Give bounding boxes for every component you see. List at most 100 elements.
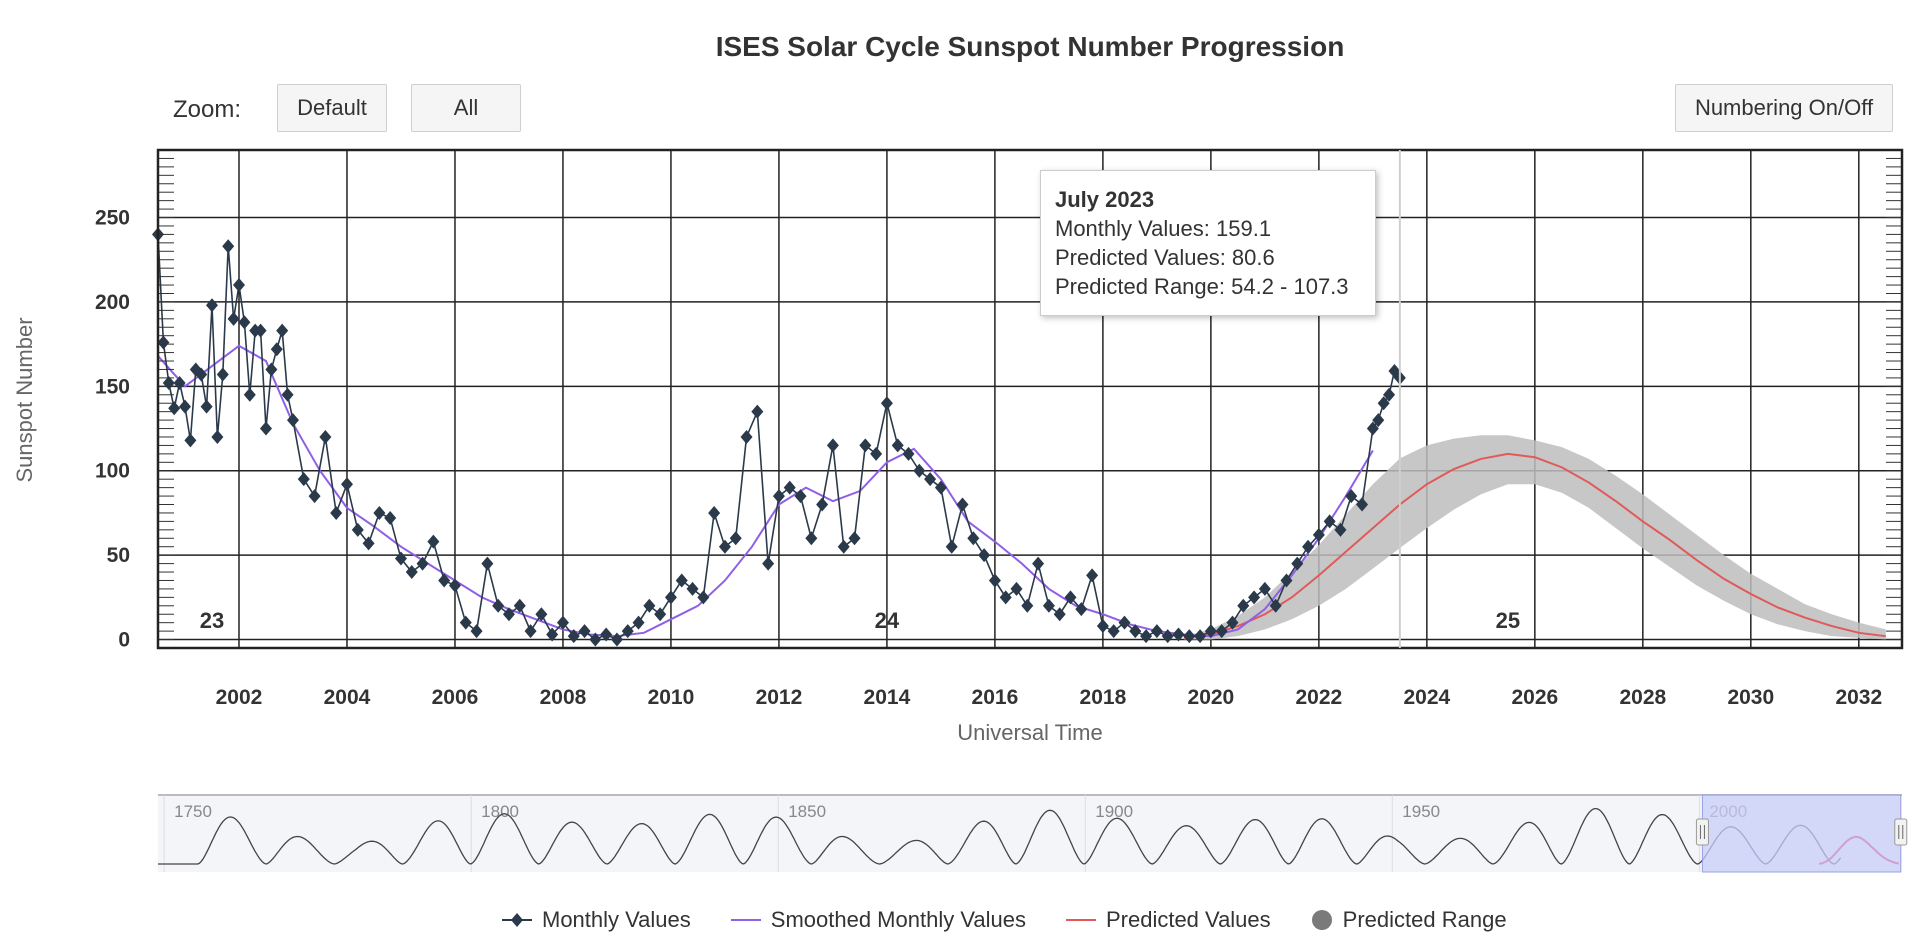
- monthly-value-point[interactable]: [1366, 421, 1379, 436]
- monthly-value-point[interactable]: [405, 565, 418, 580]
- monthly-value-point[interactable]: [394, 551, 407, 566]
- monthly-value-point[interactable]: [1372, 413, 1385, 428]
- monthly-value-point[interactable]: [1161, 629, 1174, 644]
- monthly-value-point[interactable]: [1237, 598, 1250, 613]
- monthly-value-point[interactable]: [578, 624, 591, 639]
- monthly-value-point[interactable]: [848, 531, 861, 546]
- monthly-value-point[interactable]: [427, 534, 440, 549]
- legend-item-predicted[interactable]: Predicted Values: [1064, 907, 1271, 933]
- monthly-value-point[interactable]: [416, 556, 429, 571]
- monthly-value-point[interactable]: [697, 590, 710, 605]
- monthly-value-point[interactable]: [438, 573, 451, 588]
- monthly-value-point[interactable]: [1215, 624, 1228, 639]
- monthly-value-point[interactable]: [999, 590, 1012, 605]
- monthly-value-point[interactable]: [502, 607, 515, 622]
- monthly-value-point[interactable]: [1258, 581, 1271, 596]
- monthly-value-point[interactable]: [621, 624, 634, 639]
- monthly-value-point[interactable]: [173, 375, 186, 390]
- monthly-value-point[interactable]: [1194, 629, 1207, 644]
- monthly-value-point[interactable]: [216, 367, 229, 382]
- monthly-value-point[interactable]: [281, 387, 294, 402]
- monthly-value-point[interactable]: [1291, 556, 1304, 571]
- monthly-value-point[interactable]: [934, 480, 947, 495]
- monthly-value-point[interactable]: [211, 429, 224, 444]
- monthly-value-point[interactable]: [330, 505, 343, 520]
- monthly-value-point[interactable]: [891, 438, 904, 453]
- monthly-value-point[interactable]: [276, 323, 289, 338]
- monthly-value-point[interactable]: [265, 362, 278, 377]
- monthly-value-point[interactable]: [232, 278, 245, 293]
- navigator-right-handle[interactable]: [1894, 818, 1908, 846]
- monthly-value-point[interactable]: [556, 615, 569, 630]
- monthly-value-point[interactable]: [254, 323, 267, 338]
- monthly-value-point[interactable]: [351, 522, 364, 537]
- monthly-value-point[interactable]: [924, 472, 937, 487]
- monthly-value-point[interactable]: [373, 505, 386, 520]
- monthly-value-point[interactable]: [1323, 514, 1336, 529]
- monthly-value-point[interactable]: [308, 489, 321, 504]
- monthly-value-point[interactable]: [880, 396, 893, 411]
- monthly-value-point[interactable]: [1021, 598, 1034, 613]
- monthly-value-point[interactable]: [1334, 522, 1347, 537]
- monthly-value-point[interactable]: [157, 335, 170, 350]
- monthly-value-point[interactable]: [481, 556, 494, 571]
- monthly-value-point[interactable]: [535, 607, 548, 622]
- monthly-value-point[interactable]: [729, 531, 742, 546]
- monthly-value-point[interactable]: [805, 531, 818, 546]
- monthly-value-point[interactable]: [1302, 539, 1315, 554]
- monthly-value-point[interactable]: [632, 615, 645, 630]
- monthly-value-point[interactable]: [870, 446, 883, 461]
- monthly-value-point[interactable]: [243, 387, 256, 402]
- monthly-value-point[interactable]: [1129, 624, 1142, 639]
- monthly-value-point[interactable]: [297, 472, 310, 487]
- monthly-value-point[interactable]: [1172, 627, 1185, 642]
- monthly-value-point[interactable]: [664, 590, 677, 605]
- monthly-value-point[interactable]: [988, 573, 1001, 588]
- monthly-value-point[interactable]: [1226, 615, 1239, 630]
- monthly-value-point[interactable]: [751, 404, 764, 419]
- monthly-value-point[interactable]: [319, 429, 332, 444]
- monthly-value-point[interactable]: [1248, 590, 1261, 605]
- monthly-value-point[interactable]: [470, 624, 483, 639]
- monthly-value-point[interactable]: [270, 342, 283, 357]
- monthly-value-point[interactable]: [816, 497, 829, 512]
- monthly-value-point[interactable]: [286, 413, 299, 428]
- monthly-value-point[interactable]: [1075, 602, 1088, 617]
- monthly-value-point[interactable]: [524, 624, 537, 639]
- monthly-value-point[interactable]: [859, 438, 872, 453]
- monthly-value-point[interactable]: [913, 463, 926, 478]
- monthly-value-point[interactable]: [1280, 573, 1293, 588]
- monthly-value-point[interactable]: [1269, 598, 1282, 613]
- monthly-value-point[interactable]: [567, 629, 580, 644]
- monthly-value-point[interactable]: [654, 607, 667, 622]
- monthly-value-point[interactable]: [643, 598, 656, 613]
- monthly-value-point[interactable]: [600, 627, 613, 642]
- zoom-all-button[interactable]: All: [411, 84, 521, 132]
- monthly-value-point[interactable]: [675, 573, 688, 588]
- monthly-value-point[interactable]: [1032, 556, 1045, 571]
- monthly-value-point[interactable]: [178, 399, 191, 414]
- monthly-value-point[interactable]: [610, 632, 623, 647]
- monthly-value-point[interactable]: [740, 429, 753, 444]
- monthly-value-point[interactable]: [448, 578, 461, 593]
- monthly-value-point[interactable]: [1356, 497, 1369, 512]
- monthly-value-point[interactable]: [945, 539, 958, 554]
- monthly-value-point[interactable]: [826, 438, 839, 453]
- monthly-value-point[interactable]: [1064, 590, 1077, 605]
- monthly-value-point[interactable]: [772, 489, 785, 504]
- monthly-value-point[interactable]: [205, 298, 218, 313]
- legend-item-monthly[interactable]: Monthly Values: [500, 907, 691, 933]
- monthly-value-point[interactable]: [686, 581, 699, 596]
- monthly-value-point[interactable]: [783, 480, 796, 495]
- monthly-value-point[interactable]: [1010, 581, 1023, 596]
- navigator[interactable]: 175018001850190019502000: [158, 794, 1908, 873]
- monthly-value-point[interactable]: [1107, 624, 1120, 639]
- monthly-value-point[interactable]: [1383, 387, 1396, 402]
- monthly-value-point[interactable]: [1053, 607, 1066, 622]
- monthly-value-point[interactable]: [513, 598, 526, 613]
- navigator-selection[interactable]: [1701, 794, 1902, 873]
- zoom-default-button[interactable]: Default: [277, 84, 387, 132]
- monthly-value-point[interactable]: [1096, 619, 1109, 634]
- monthly-value-point[interactable]: [837, 539, 850, 554]
- monthly-value-point[interactable]: [1312, 527, 1325, 542]
